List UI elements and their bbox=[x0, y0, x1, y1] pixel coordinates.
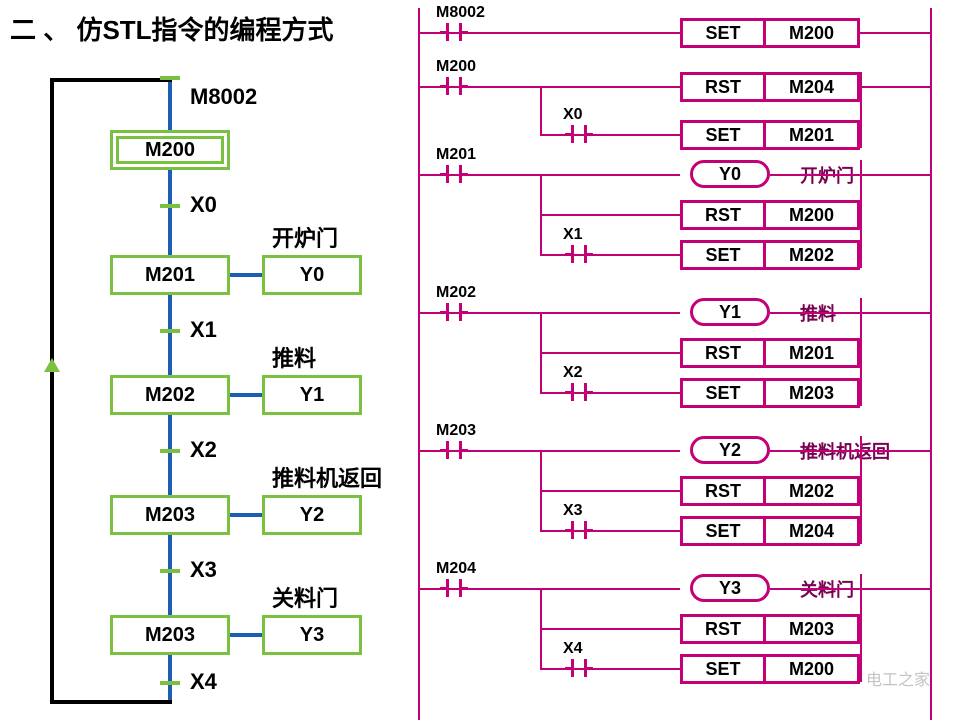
sfc-label: X0 bbox=[190, 192, 217, 218]
ladder-instruction: SETM203 bbox=[680, 378, 860, 408]
ladder-contact-label: X3 bbox=[563, 502, 583, 520]
ladder-contact-label: M201 bbox=[436, 146, 476, 164]
ladder-instruction: RSTM200 bbox=[680, 200, 860, 230]
ladder-coil: Y2 bbox=[690, 436, 770, 464]
sfc-label: 推料机返回 bbox=[272, 461, 382, 493]
ladder-instruction: SETM200 bbox=[680, 654, 860, 684]
sfc-label: X2 bbox=[190, 437, 217, 463]
ladder-coil: Y3 bbox=[690, 574, 770, 602]
page-title: 二 、 仿STL指令的编程方式 bbox=[10, 10, 334, 47]
ladder-contact-label: M203 bbox=[436, 422, 476, 440]
sfc-output: Y1 bbox=[262, 375, 362, 415]
ladder-instruction: SETM202 bbox=[680, 240, 860, 270]
sfc-label: X1 bbox=[190, 317, 217, 343]
ladder-contact-label: X4 bbox=[563, 640, 583, 658]
ladder-instruction: RSTM202 bbox=[680, 476, 860, 506]
ladder-instruction: SETM200 bbox=[680, 18, 860, 48]
sfc-state: M202 bbox=[110, 375, 230, 415]
sfc-label: M8002 bbox=[190, 84, 257, 110]
ladder-contact bbox=[440, 23, 468, 41]
ladder-contact-label: X0 bbox=[563, 106, 583, 124]
ladder-contact bbox=[565, 383, 593, 401]
ladder-contact bbox=[440, 77, 468, 95]
ladder-contact-label: X2 bbox=[563, 364, 583, 382]
ladder-instruction: RSTM204 bbox=[680, 72, 860, 102]
sfc-label: X3 bbox=[190, 557, 217, 583]
ladder-contact bbox=[565, 125, 593, 143]
sfc-state: M201 bbox=[110, 255, 230, 295]
ladder-coil: Y0 bbox=[690, 160, 770, 188]
sfc-state: M203 bbox=[110, 495, 230, 535]
sfc-label: 关料门 bbox=[272, 581, 338, 613]
ladder-instruction: RSTM203 bbox=[680, 614, 860, 644]
sfc-output: Y0 bbox=[262, 255, 362, 295]
sfc-output: Y2 bbox=[262, 495, 362, 535]
ladder-instruction: SETM204 bbox=[680, 516, 860, 546]
ladder-contact-label: X1 bbox=[563, 226, 583, 244]
sfc-label: X4 bbox=[190, 669, 217, 695]
ladder-contact bbox=[565, 245, 593, 263]
ladder-instruction: SETM201 bbox=[680, 120, 860, 150]
ladder-contact-label: M204 bbox=[436, 560, 476, 578]
sfc-label: 推料 bbox=[272, 341, 316, 373]
ladder-contact bbox=[440, 303, 468, 321]
ladder-contact bbox=[565, 659, 593, 677]
ladder-contact bbox=[565, 521, 593, 539]
ladder-coil: Y1 bbox=[690, 298, 770, 326]
sfc-output: Y3 bbox=[262, 615, 362, 655]
ladder-contact bbox=[440, 579, 468, 597]
ladder-contact-label: M200 bbox=[436, 58, 476, 76]
sfc-state: M203 bbox=[110, 615, 230, 655]
sfc-label: 开炉门 bbox=[272, 221, 338, 253]
watermark: 电工之家 bbox=[866, 666, 930, 690]
ladder-contact-label: M8002 bbox=[436, 4, 485, 22]
ladder-contact bbox=[440, 165, 468, 183]
ladder-contact-label: M202 bbox=[436, 284, 476, 302]
ladder-contact bbox=[440, 441, 468, 459]
ladder-instruction: RSTM201 bbox=[680, 338, 860, 368]
